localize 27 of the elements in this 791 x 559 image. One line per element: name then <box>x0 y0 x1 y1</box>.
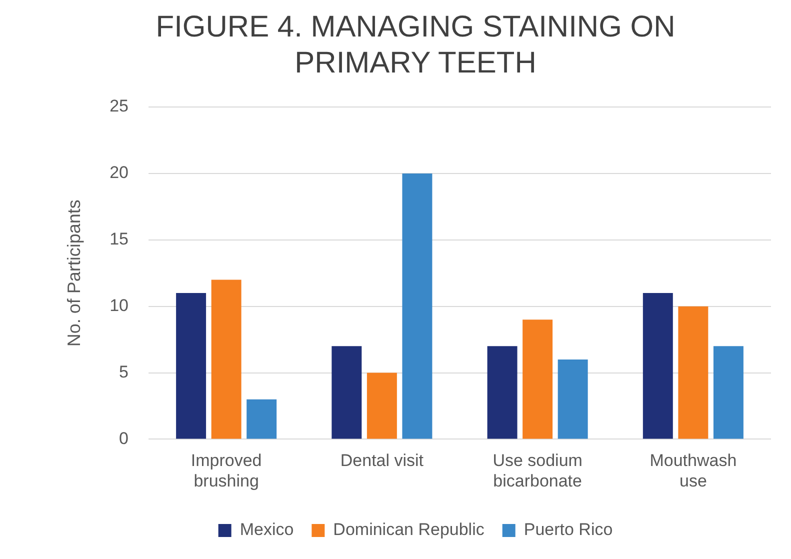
bar <box>332 346 362 439</box>
x-tick-label: Use sodium bicarbonate <box>492 451 582 490</box>
y-tick-label: 20 <box>110 163 129 182</box>
legend-label: Dominican Republic <box>333 520 485 540</box>
bar <box>713 346 744 439</box>
bar <box>402 173 432 439</box>
y-axis-title: No. of Participants <box>64 200 84 347</box>
bar <box>366 372 397 439</box>
bar <box>176 293 206 439</box>
y-tick-label: 25 <box>110 96 129 116</box>
y-tick-label: 15 <box>110 230 129 249</box>
bar <box>246 399 277 439</box>
bar <box>211 280 242 439</box>
bar <box>678 306 708 439</box>
y-tick-label: 0 <box>119 428 129 448</box>
bar <box>487 346 518 439</box>
legend-label: Mexico <box>240 520 294 540</box>
y-tick-label: 10 <box>110 296 129 316</box>
bar <box>522 320 553 439</box>
legend-label: Puerto Rico <box>524 520 613 540</box>
bar <box>558 359 588 439</box>
x-tick-label: Dental visit <box>340 451 424 470</box>
x-tick-label: Mouthwash use <box>650 451 737 490</box>
y-tick-label: 5 <box>119 362 129 382</box>
bar <box>642 293 673 439</box>
x-tick-label: Improved brushing <box>190 451 262 490</box>
chart-title: FIGURE 4. MANAGING STAINING ON PRIMARY TEETH <box>156 10 676 80</box>
